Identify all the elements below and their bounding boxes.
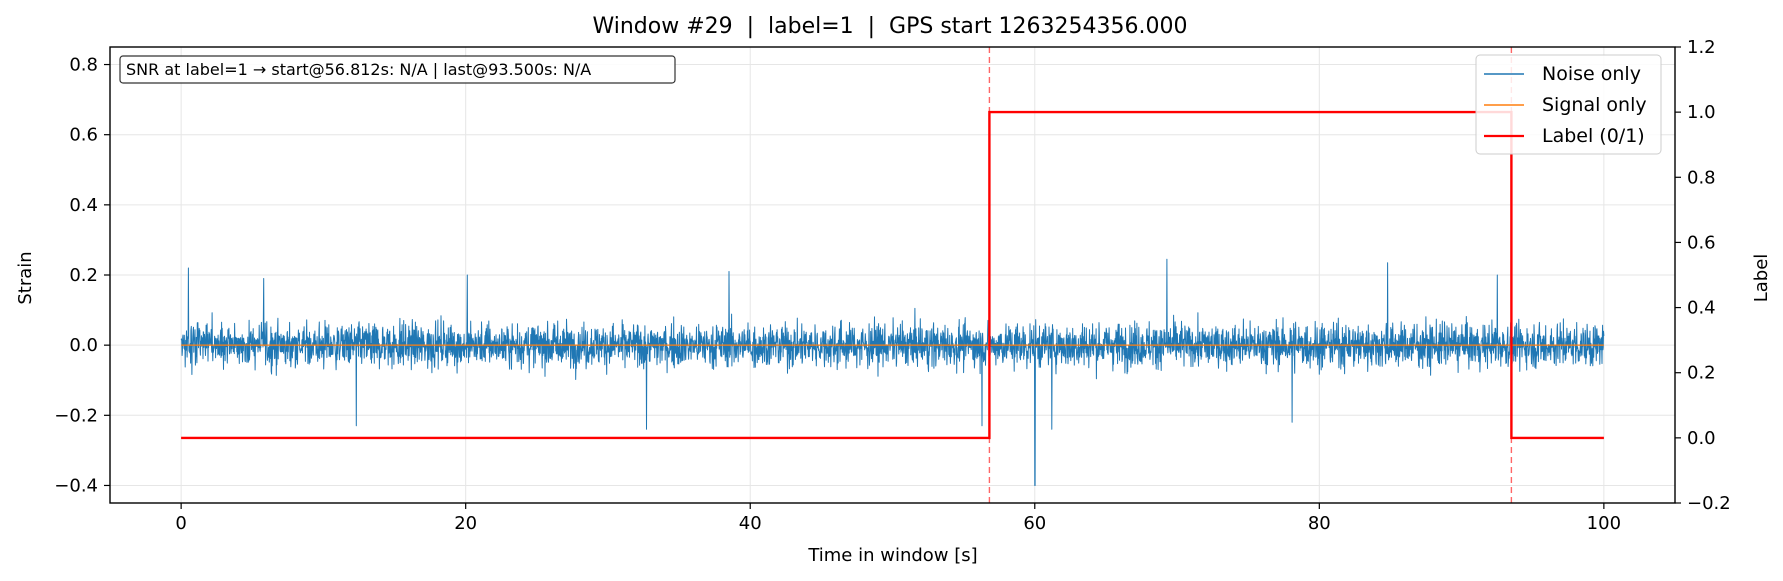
y2-tick-label: 0.6 <box>1687 232 1716 253</box>
x-tick-label: 100 <box>1587 513 1621 534</box>
snr-annotation: SNR at label=1 → start@56.812s: N/A | la… <box>119 55 676 84</box>
legend-label-label: Label (0/1) <box>1542 125 1645 147</box>
y-axis-ticks: −0.4 −0.2 0.0 0.2 0.4 0.6 0.8 <box>54 55 110 496</box>
y2-tick-label: 0.0 <box>1687 428 1716 449</box>
y-tick-label: 0.2 <box>69 265 98 286</box>
chart-title: Window #29 | label=1 | GPS start 1263254… <box>592 14 1187 39</box>
label-step-line <box>181 110 1604 440</box>
noise-only-line <box>180 258 1605 486</box>
y-tick-label: 0.6 <box>69 125 98 146</box>
y-tick-label: 0.4 <box>69 195 98 216</box>
y2-tick-label: 1.0 <box>1687 102 1716 123</box>
y2-tick-label: 0.4 <box>1687 298 1716 319</box>
x-tick-label: 80 <box>1308 513 1331 534</box>
y2-axis-ticks: −0.2 0.0 0.2 0.4 0.6 0.8 1.0 1.2 <box>1675 37 1731 514</box>
y2-axis-label: Label <box>1751 254 1772 303</box>
annotation-box <box>119 55 676 84</box>
x-axis-label: Time in window [s] <box>807 545 977 566</box>
annotation-text: SNR at label=1 → start@56.812s: N/A | la… <box>126 60 591 79</box>
y-tick-label: −0.2 <box>54 405 98 426</box>
legend-label-noise: Noise only <box>1542 63 1641 85</box>
label-series <box>181 110 1604 440</box>
legend-box <box>1475 54 1662 155</box>
x-tick-label: 60 <box>1023 513 1046 534</box>
y-tick-label: 0.0 <box>69 335 98 356</box>
x-tick-label: 20 <box>454 513 477 534</box>
y2-tick-label: −0.2 <box>1687 493 1731 514</box>
y-tick-label: 0.8 <box>69 55 98 76</box>
y-tick-label: −0.4 <box>54 475 98 496</box>
x-tick-label: 40 <box>739 513 762 534</box>
y2-tick-label: 0.8 <box>1687 167 1716 188</box>
legend: Noise only Signal only Label (0/1) <box>1475 54 1662 155</box>
noise-series <box>180 258 1605 486</box>
y2-tick-label: 0.2 <box>1687 363 1716 384</box>
grid-lines <box>110 47 1675 503</box>
y2-tick-label: 1.2 <box>1687 37 1716 58</box>
y-axis-label: Strain <box>15 251 36 304</box>
legend-label-signal: Signal only <box>1542 94 1647 116</box>
x-axis-ticks: 0 20 40 60 80 100 <box>175 503 1621 534</box>
x-tick-label: 0 <box>175 513 186 534</box>
